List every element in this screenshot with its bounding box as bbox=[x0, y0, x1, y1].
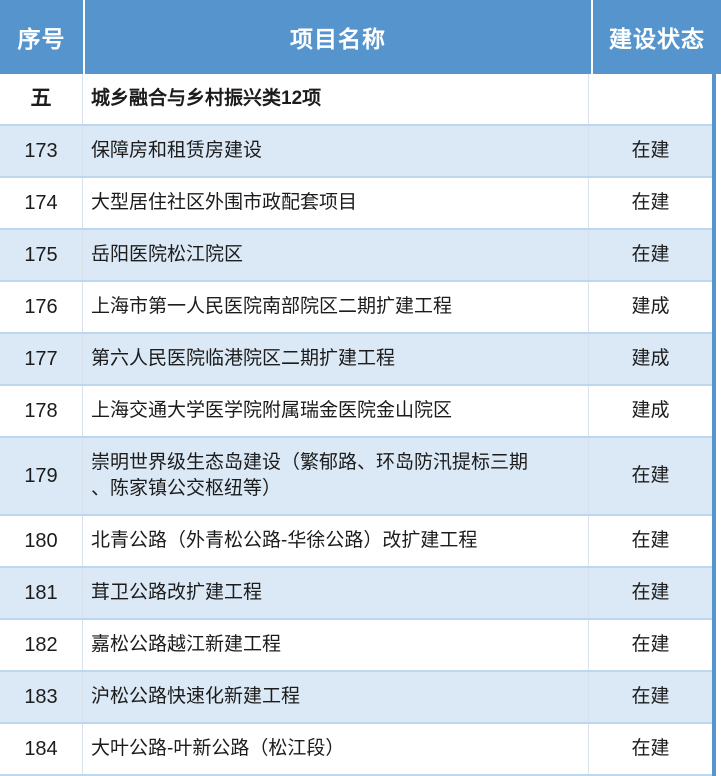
row-index-cell: 182 bbox=[0, 620, 83, 670]
table-row: 180 北青公路（外青松公路-华徐公路）改扩建工程 在建 bbox=[0, 516, 712, 568]
table-header-row: 序号 项目名称 建设状态 bbox=[0, 0, 721, 74]
row-status-cell: 在建 bbox=[631, 582, 670, 604]
row-name-cell: 茸卫公路改扩建工程 bbox=[83, 568, 589, 618]
row-status-cell: 在建 bbox=[631, 192, 670, 214]
row-name-cell: 第六人民医院临港院区二期扩建工程 bbox=[83, 334, 589, 384]
row-index-cell: 181 bbox=[0, 568, 83, 618]
table-row: 174 大型居住社区外围市政配套项目 在建 bbox=[0, 178, 712, 230]
table-body: 五 城乡融合与乡村振兴类12项 173 保障房和租赁房建设 在建 174 大型居… bbox=[0, 74, 716, 776]
data-rows-container: 173 保障房和租赁房建设 在建 174 大型居住社区外围市政配套项目 在建 1… bbox=[0, 126, 712, 776]
section-status bbox=[589, 74, 712, 124]
row-status-cell: 在建 bbox=[631, 140, 670, 162]
row-status-cell: 在建 bbox=[631, 244, 670, 266]
column-header-index: 序号 bbox=[0, 0, 83, 74]
table-row: 181 茸卫公路改扩建工程 在建 bbox=[0, 568, 712, 620]
row-index-cell: 176 bbox=[0, 282, 83, 332]
row-status-cell: 建成 bbox=[631, 348, 670, 370]
row-index-cell: 173 bbox=[0, 126, 83, 176]
row-status-cell: 在建 bbox=[631, 465, 670, 487]
row-status-cell: 在建 bbox=[631, 530, 670, 552]
row-index-cell: 179 bbox=[0, 438, 83, 514]
row-name-cell: 沪松公路快速化新建工程 bbox=[83, 672, 589, 722]
row-name-cell: 保障房和租赁房建设 bbox=[83, 126, 589, 176]
section-title: 城乡融合与乡村振兴类12项 bbox=[83, 74, 589, 124]
section-index: 五 bbox=[0, 74, 83, 124]
row-name-cell: 大型居住社区外围市政配套项目 bbox=[83, 178, 589, 228]
section-header-row: 五 城乡融合与乡村振兴类12项 bbox=[0, 74, 712, 126]
row-index-cell: 178 bbox=[0, 386, 83, 436]
column-header-project-name: 项目名称 bbox=[85, 0, 591, 74]
table-row: 182 嘉松公路越江新建工程 在建 bbox=[0, 620, 712, 672]
column-header-construction-status: 建设状态 bbox=[593, 0, 721, 74]
row-status-cell: 建成 bbox=[631, 400, 670, 422]
table-row: 184 大叶公路-叶新公路（松江段） 在建 bbox=[0, 724, 712, 776]
row-status-cell: 建成 bbox=[631, 296, 670, 318]
row-index-cell: 175 bbox=[0, 230, 83, 280]
table-row: 176 上海市第一人民医院南部院区二期扩建工程 建成 bbox=[0, 282, 712, 334]
row-name-cell: 上海市第一人民医院南部院区二期扩建工程 bbox=[83, 282, 589, 332]
table-row: 177 第六人民医院临港院区二期扩建工程 建成 bbox=[0, 334, 712, 386]
row-status-cell: 在建 bbox=[631, 634, 670, 656]
row-status-cell: 在建 bbox=[631, 686, 670, 708]
table-row: 178 上海交通大学医学院附属瑞金医院金山院区 建成 bbox=[0, 386, 712, 438]
row-index-cell: 184 bbox=[0, 724, 83, 774]
row-name-cell: 大叶公路-叶新公路（松江段） bbox=[83, 724, 589, 774]
table-row: 179 崇明世界级生态岛建设（繁郁路、环岛防汛提标三期 、陈家镇公交枢纽等） 在… bbox=[0, 438, 712, 516]
table-row: 183 沪松公路快速化新建工程 在建 bbox=[0, 672, 712, 724]
row-index-cell: 180 bbox=[0, 516, 83, 566]
row-index-cell: 183 bbox=[0, 672, 83, 722]
row-status-cell: 在建 bbox=[631, 738, 670, 760]
row-index-cell: 174 bbox=[0, 178, 83, 228]
row-name-cell: 岳阳医院松江院区 bbox=[83, 230, 589, 280]
row-name-cell: 上海交通大学医学院附属瑞金医院金山院区 bbox=[83, 386, 589, 436]
table-row: 175 岳阳医院松江院区 在建 bbox=[0, 230, 712, 282]
table-row: 173 保障房和租赁房建设 在建 bbox=[0, 126, 712, 178]
row-name-cell: 崇明世界级生态岛建设（繁郁路、环岛防汛提标三期 、陈家镇公交枢纽等） bbox=[83, 438, 589, 514]
row-name-cell: 嘉松公路越江新建工程 bbox=[83, 620, 589, 670]
row-index-cell: 177 bbox=[0, 334, 83, 384]
row-name-cell: 北青公路（外青松公路-华徐公路）改扩建工程 bbox=[83, 516, 589, 566]
